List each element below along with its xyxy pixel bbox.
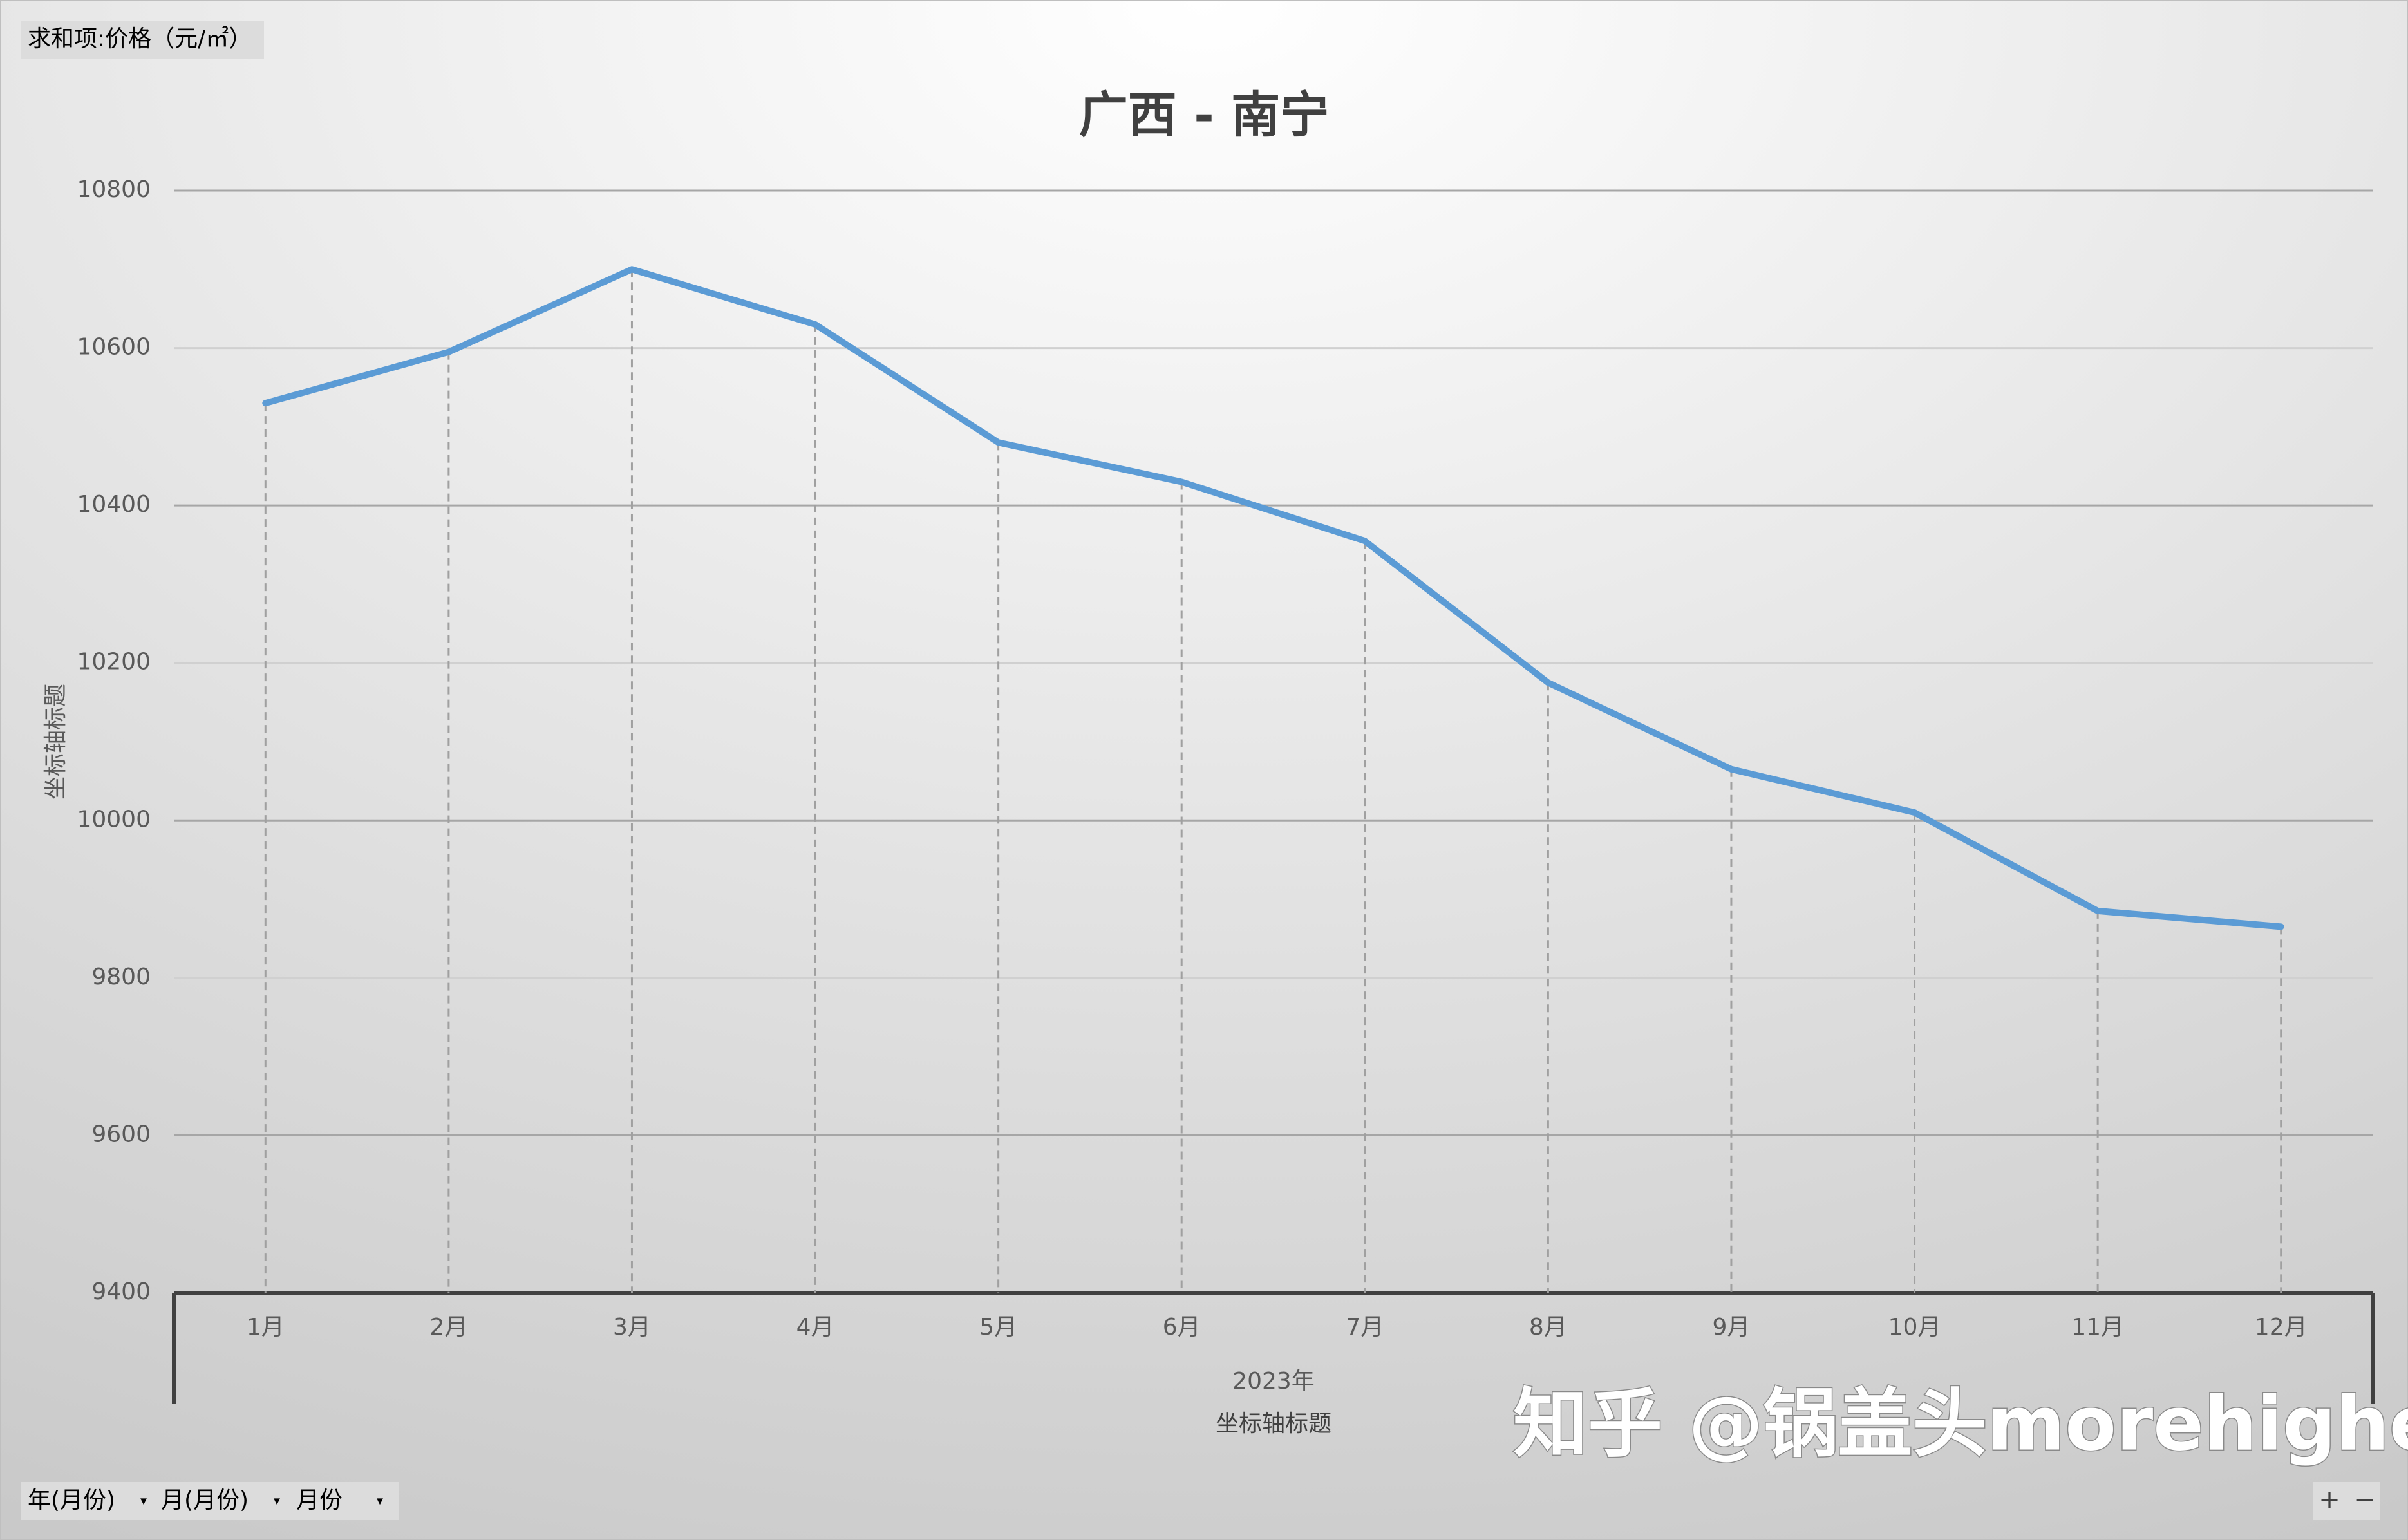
chart-title: 广西 - 南宁	[1079, 86, 1329, 144]
y-tick-label: 10800	[77, 176, 151, 203]
field-button[interactable]	[21, 21, 264, 59]
filter-arrow: ▾	[377, 1493, 383, 1508]
zoom-bar	[2313, 1482, 2380, 1520]
x-tick-label: 1月	[247, 1314, 285, 1340]
data-line	[262, 266, 2284, 930]
zoom-button[interactable]: +	[2319, 1485, 2340, 1515]
x-tick-label: 2月	[429, 1314, 467, 1340]
x-tick-label: 5月	[979, 1314, 1017, 1340]
filter-arrow: ▾	[140, 1493, 147, 1508]
filter-button[interactable]: 月份	[296, 1487, 343, 1514]
y-tick-label: 9400	[91, 1279, 151, 1305]
zoom-button[interactable]: −	[2354, 1485, 2376, 1515]
x-axis-title: 坐标轴标题	[1216, 1411, 1331, 1437]
x-tick-label: 12月	[2255, 1314, 2308, 1340]
group-label: 2023年	[1232, 1368, 1315, 1394]
x-tick-label: 10月	[1888, 1314, 1941, 1340]
y-tick-label: 10000	[77, 806, 151, 832]
x-tick-label: 9月	[1713, 1314, 1751, 1340]
filter-arrow: ▾	[274, 1493, 280, 1508]
watermark: 知乎 @锅盖头morehigher	[1513, 1381, 2408, 1468]
filter-button[interactable]: 年(月份)	[28, 1487, 115, 1514]
filter-button[interactable]: 月(月份)	[161, 1487, 249, 1514]
y-tick-label: 9600	[91, 1121, 151, 1147]
x-tick-label: 8月	[1529, 1314, 1567, 1340]
y-tick-label: 9800	[91, 964, 151, 990]
y-tick-label: 10600	[77, 334, 151, 361]
x-tick-label: 6月	[1163, 1314, 1201, 1340]
x-tick-label: 4月	[796, 1314, 834, 1340]
x-tick-label: 11月	[2071, 1314, 2124, 1340]
x-tick-label: 3月	[613, 1314, 651, 1340]
y-axis-title: 坐标轴标题	[42, 684, 69, 800]
filter-bar	[21, 1482, 399, 1520]
y-tick-label: 10200	[77, 649, 151, 675]
field-button-label[interactable]: 求和项:价格（元/㎡）	[28, 25, 252, 52]
x-tick-label: 7月	[1346, 1314, 1384, 1340]
y-tick-label: 10400	[77, 491, 151, 518]
